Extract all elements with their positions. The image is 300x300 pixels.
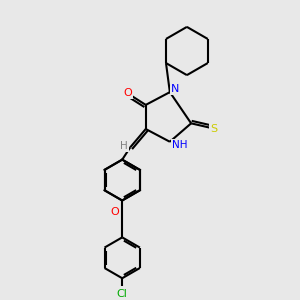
- Text: O: O: [123, 88, 132, 98]
- Text: Cl: Cl: [117, 289, 128, 298]
- Text: N: N: [171, 84, 179, 94]
- Text: O: O: [110, 207, 118, 218]
- Text: H: H: [120, 141, 128, 151]
- Text: S: S: [210, 124, 218, 134]
- Text: NH: NH: [172, 140, 188, 150]
